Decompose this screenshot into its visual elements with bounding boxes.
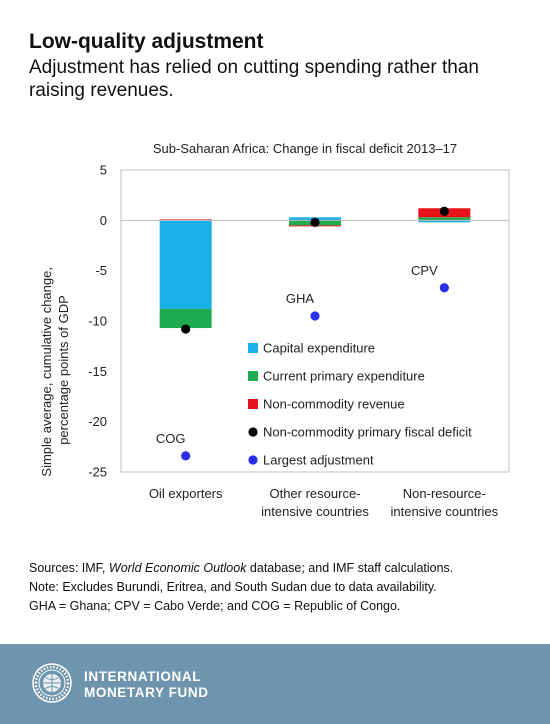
sources-prefix: Sources: IMF,: [29, 561, 109, 575]
y-axis: 5 0 -5 -10 -15 -20 -25: [88, 163, 107, 480]
bar-segment: [159, 219, 212, 221]
footer-band: INTERNATIONAL MONETARY FUND: [0, 644, 550, 724]
y-axis-label-line-2: percentage points of GDP: [56, 295, 71, 445]
fiscal-deficit-chart: Sub-Saharan Africa: Change in fiscal def…: [39, 141, 510, 519]
bar-segment: [159, 220, 212, 309]
plot-frame: [120, 169, 510, 473]
imf-brand-name[interactable]: INTERNATIONAL MONETARY FUND: [84, 669, 209, 701]
bar-segment: [418, 217, 471, 221]
bar-segment: [159, 308, 212, 329]
sources-suffix: database; and IMF staff calculations.: [246, 561, 454, 575]
category-label: intensive countries: [261, 504, 369, 519]
data-point: [181, 324, 191, 334]
legend-swatch: [248, 371, 258, 381]
category-label: intensive countries: [390, 504, 498, 519]
category-label: Non-resource-: [403, 486, 486, 501]
y-tick-label: -15: [88, 364, 107, 379]
legend-label: Current primary expenditure: [263, 369, 425, 384]
y-tick-label: -25: [88, 465, 107, 480]
data-point: [310, 311, 320, 321]
y-axis-label: Simple average, cumulative change, perce…: [39, 263, 71, 476]
imf-seal-icon: [32, 663, 72, 703]
data-point: [181, 451, 191, 461]
brand-line-1: INTERNATIONAL: [84, 669, 202, 684]
legend: Capital expenditure Current primary expen…: [248, 341, 472, 468]
data-point: [439, 206, 449, 216]
data-point: [439, 283, 449, 293]
legend-label: Non-commodity revenue: [263, 397, 405, 412]
sources-line: Sources: IMF, World Economic Outlook dat…: [29, 559, 534, 578]
legend-label: Capital expenditure: [263, 341, 375, 356]
category-label: Other resource-: [269, 486, 360, 501]
bar-segment: [418, 220, 471, 223]
legend-swatch: [248, 343, 258, 353]
page-title: Low-quality adjustment: [29, 30, 264, 53]
legend-label: Non-commodity primary fiscal deficit: [263, 425, 472, 440]
plot-area: COG GHA CPV: [120, 169, 510, 473]
annotation-label: CPV: [411, 263, 438, 278]
annotation-label: GHA: [286, 291, 315, 306]
legend-marker: [248, 455, 258, 465]
y-axis-label-line-1: Simple average, cumulative change,: [39, 267, 54, 477]
page-subtitle: Adjustment has relied on cutting spendin…: [29, 57, 479, 101]
y-tick-label: -5: [95, 263, 107, 278]
note-line: Note: Excludes Burundi, Eritrea, and Sou…: [29, 580, 437, 594]
legend-swatch: [248, 399, 258, 409]
data-point: [310, 217, 320, 227]
x-axis: Oil exporters Other resource-intensive co…: [149, 486, 499, 519]
chart-notes: Sources: IMF, World Economic Outlook dat…: [29, 559, 534, 616]
abbreviations-line: GHA = Ghana; CPV = Cabo Verde; and COG =…: [29, 599, 401, 613]
chart-title: Sub-Saharan Africa: Change in fiscal def…: [153, 141, 457, 156]
y-tick-label: 5: [100, 163, 107, 178]
sources-italic: World Economic Outlook: [108, 561, 247, 575]
legend-marker: [248, 427, 258, 437]
legend-label: Largest adjustment: [263, 453, 374, 468]
annotation-label: COG: [156, 431, 186, 446]
y-tick-label: -20: [88, 414, 107, 429]
y-tick-label: -10: [88, 314, 107, 329]
category-label: Oil exporters: [149, 486, 223, 501]
brand-line-2: MONETARY FUND: [84, 685, 209, 700]
y-tick-label: 0: [100, 213, 107, 228]
